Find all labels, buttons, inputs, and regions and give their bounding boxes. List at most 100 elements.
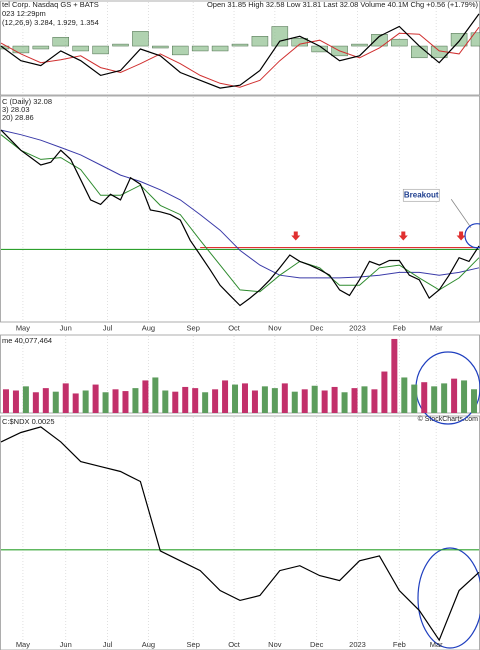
- histogram-bar: [411, 45, 428, 59]
- histogram-bar: [391, 38, 408, 47]
- volume-bar: [142, 380, 149, 413]
- x-tick-label: Dec: [310, 323, 324, 332]
- volume-bar: [361, 386, 368, 413]
- volume-bar: [72, 393, 79, 413]
- x-tick-label: May: [16, 640, 30, 649]
- panel-label: C (Daily) 32.08: [2, 97, 52, 106]
- x-tick-label: Dec: [310, 640, 324, 649]
- panel-label: (12,26,9) 3.284, 1.929, 1.354: [2, 18, 99, 27]
- volume-bar: [411, 384, 418, 413]
- highlight-circle: [417, 547, 480, 649]
- volume-bar: [82, 390, 89, 413]
- volume-bar: [182, 386, 189, 413]
- x-tick-label: Oct: [228, 323, 241, 332]
- arrow-marker: [456, 231, 466, 241]
- volume-bar: [132, 388, 139, 413]
- panel-label: me 40,077,464: [2, 336, 52, 345]
- x-tick-label: Mar: [430, 640, 443, 649]
- histogram-bar: [271, 26, 289, 47]
- security-name: tel Corp. Nasdaq GS + BATS: [2, 0, 99, 9]
- panel-border: [0, 415, 480, 650]
- histogram-bar: [172, 45, 189, 56]
- histogram-bar: [470, 32, 480, 47]
- histogram-bar: [92, 45, 109, 55]
- volume-bar: [222, 380, 229, 413]
- volume-bar: [152, 377, 159, 413]
- volume-bar: [441, 383, 448, 413]
- volume-bar: [241, 383, 248, 413]
- x-tick-label: Nov: [268, 323, 282, 332]
- histogram-bar: [112, 43, 129, 47]
- breakout-circle: [464, 223, 480, 249]
- volume-bar: [351, 388, 358, 413]
- volume-bar: [331, 386, 338, 413]
- x-tick-label: May: [16, 323, 30, 332]
- volume-bar: [122, 391, 129, 413]
- panel-label: 3) 28.03: [2, 105, 30, 114]
- panel-border: [0, 95, 480, 323]
- series-line: [0, 129, 480, 307]
- histogram-bar: [12, 45, 30, 54]
- timestamp: 023 12:29pm: [2, 9, 46, 18]
- annotation-box: [402, 188, 440, 202]
- x-tick-label: Jul: [103, 323, 113, 332]
- volume-bar: [401, 377, 408, 413]
- volume-bar: [261, 386, 268, 413]
- volume-bar: [371, 389, 378, 413]
- volume-bar: [52, 391, 59, 413]
- histogram-bar: [251, 36, 269, 47]
- volume-bar: [451, 378, 458, 413]
- volume-bar: [381, 371, 388, 413]
- panel-label: C:$NDX 0.0025: [2, 417, 55, 426]
- volume-bar: [202, 392, 209, 413]
- x-tick-label: Mar: [430, 323, 443, 332]
- volume-bar: [42, 388, 49, 413]
- panel-border: [0, 334, 480, 414]
- volume-bar: [112, 389, 119, 413]
- x-tick-label: 2023: [349, 323, 366, 332]
- x-tick-label: Feb: [393, 323, 406, 332]
- histogram-bar: [211, 45, 229, 52]
- volume-bar: [232, 384, 239, 413]
- volume-bar: [2, 389, 9, 413]
- volume-bar: [461, 380, 468, 413]
- x-tick-label: Oct: [228, 640, 241, 649]
- volume-bar: [321, 390, 328, 413]
- histogram-bar: [191, 45, 209, 52]
- volume-bar: [341, 392, 348, 413]
- series-line: [0, 134, 480, 293]
- volume-bar: [62, 383, 69, 413]
- volume-bar: [311, 385, 318, 413]
- x-tick-label: Sep: [187, 640, 200, 649]
- histogram-bar: [72, 45, 89, 52]
- x-tick-label: Feb: [393, 640, 406, 649]
- volume-bar: [281, 383, 288, 413]
- histogram-bar: [32, 45, 50, 50]
- volume-bar: [92, 384, 99, 413]
- annotation-arrow: [450, 199, 472, 228]
- volume-bar: [251, 390, 258, 413]
- histogram-bar: [351, 43, 368, 47]
- volume-bar: [391, 338, 398, 413]
- x-tick-label: Nov: [268, 640, 282, 649]
- volume-bar: [162, 390, 169, 413]
- volume-bar: [301, 389, 308, 413]
- volume-bar: [102, 392, 109, 413]
- volume-bar: [291, 391, 298, 413]
- volume-bar: [22, 386, 29, 413]
- series-line: [0, 26, 480, 88]
- histogram-bar: [450, 33, 468, 47]
- panel-border: [0, 0, 480, 96]
- x-tick-label: Sep: [187, 323, 200, 332]
- volume-bar: [192, 388, 199, 413]
- volume-bar: [431, 386, 438, 413]
- histogram-bar: [371, 34, 388, 47]
- arrow-marker: [398, 231, 408, 241]
- histogram-bar: [52, 36, 69, 47]
- annotation-text: Breakout: [404, 190, 439, 199]
- volume-bar: [172, 391, 179, 413]
